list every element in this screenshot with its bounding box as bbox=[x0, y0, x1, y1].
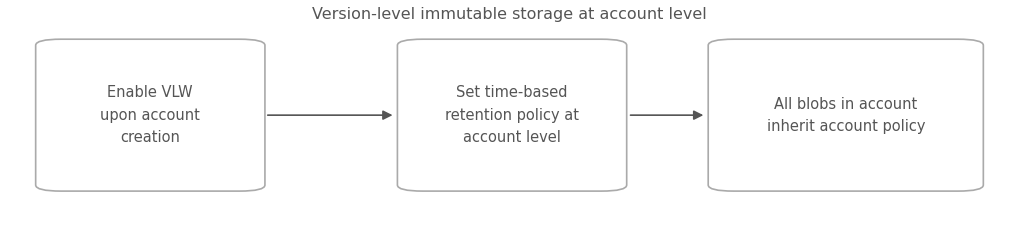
Text: All blobs in account
inherit account policy: All blobs in account inherit account pol… bbox=[766, 97, 925, 134]
Text: Set time-based
retention policy at
account level: Set time-based retention policy at accou… bbox=[445, 86, 579, 145]
FancyBboxPatch shape bbox=[708, 39, 983, 191]
Text: Version-level immutable storage at account level: Version-level immutable storage at accou… bbox=[312, 7, 707, 22]
FancyBboxPatch shape bbox=[397, 39, 627, 191]
FancyBboxPatch shape bbox=[36, 39, 265, 191]
Text: Enable VLW
upon account
creation: Enable VLW upon account creation bbox=[100, 86, 201, 145]
